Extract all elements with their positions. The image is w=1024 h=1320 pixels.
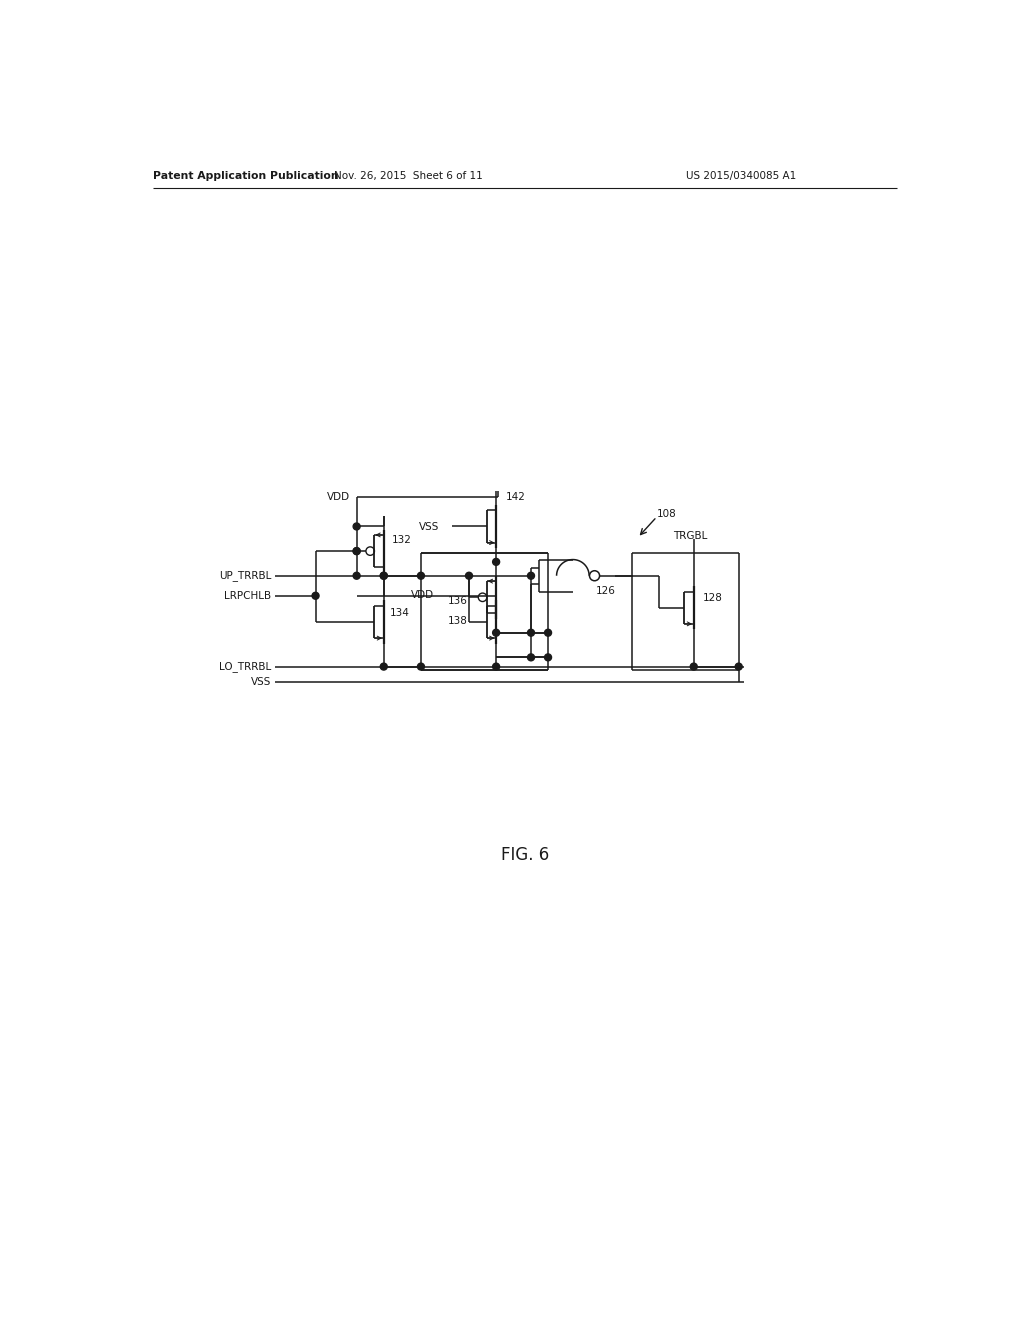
Circle shape — [735, 663, 742, 671]
Circle shape — [545, 630, 552, 636]
Text: VDD: VDD — [411, 590, 434, 601]
Text: 108: 108 — [656, 510, 676, 519]
Text: LO_TRRBL: LO_TRRBL — [219, 661, 271, 672]
Circle shape — [418, 573, 424, 579]
Text: 128: 128 — [703, 594, 723, 603]
Circle shape — [353, 548, 360, 554]
Text: US 2015/0340085 A1: US 2015/0340085 A1 — [686, 172, 797, 181]
Circle shape — [493, 558, 500, 565]
Circle shape — [380, 573, 387, 579]
Text: 136: 136 — [449, 597, 468, 606]
Circle shape — [466, 573, 472, 579]
Circle shape — [690, 663, 697, 671]
Text: VSS: VSS — [420, 523, 439, 532]
Circle shape — [380, 573, 387, 579]
Circle shape — [418, 663, 424, 671]
Circle shape — [353, 523, 360, 529]
Circle shape — [493, 630, 500, 636]
Text: 142: 142 — [506, 492, 525, 502]
Circle shape — [527, 573, 535, 579]
Text: 132: 132 — [391, 535, 412, 545]
Text: 126: 126 — [596, 586, 616, 597]
Text: 134: 134 — [390, 607, 410, 618]
Circle shape — [380, 663, 387, 671]
Text: LRPCHLB: LRPCHLB — [224, 591, 271, 601]
Text: TRGBL: TRGBL — [673, 531, 707, 541]
Circle shape — [527, 630, 535, 636]
Text: Nov. 26, 2015  Sheet 6 of 11: Nov. 26, 2015 Sheet 6 of 11 — [334, 172, 483, 181]
Circle shape — [493, 663, 500, 671]
Circle shape — [312, 593, 319, 599]
Circle shape — [545, 653, 552, 661]
Text: Patent Application Publication: Patent Application Publication — [153, 172, 338, 181]
Text: VSS: VSS — [251, 677, 271, 686]
Circle shape — [353, 573, 360, 579]
Circle shape — [527, 653, 535, 661]
Text: VDD: VDD — [328, 492, 350, 502]
Circle shape — [353, 548, 360, 554]
Text: FIG. 6: FIG. 6 — [501, 846, 549, 865]
Text: UP_TRRBL: UP_TRRBL — [219, 570, 271, 581]
Text: 138: 138 — [449, 616, 468, 626]
